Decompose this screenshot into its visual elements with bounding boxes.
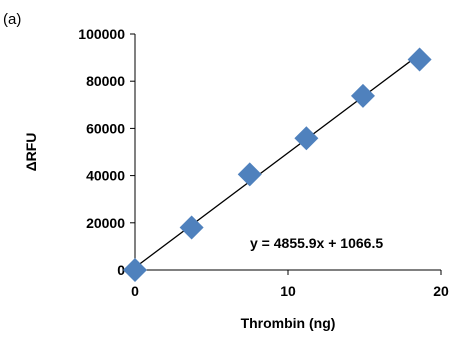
data-point [237, 162, 262, 187]
panel-label: (a) [3, 11, 21, 28]
trendline [134, 53, 420, 269]
data-point [350, 83, 375, 108]
trendline-group [134, 53, 420, 269]
y-axis-label: ΔRFU [23, 133, 39, 172]
data-points [123, 47, 432, 282]
data-point [179, 215, 204, 240]
y-tick-label: 60000 [86, 120, 125, 136]
data-point [407, 47, 432, 72]
y-tick-label: 0 [117, 262, 125, 278]
y-tick-label: 40000 [86, 168, 125, 184]
x-ticks: 0 10 20 [131, 270, 449, 299]
data-point [294, 126, 319, 151]
y-tick-label: 100000 [78, 26, 125, 42]
data-point [123, 258, 147, 282]
y-tick-label: 80000 [86, 73, 125, 89]
x-tick-label: 10 [280, 283, 296, 299]
y-tick-label: 20000 [86, 215, 125, 231]
x-tick-label: 0 [131, 283, 139, 299]
trendline-equation: y = 4855.9x + 1066.5 [250, 235, 383, 251]
y-ticks: 0 20000 40000 60000 80000 100000 [78, 26, 135, 278]
x-axis-label: Thrombin (ng) [241, 315, 336, 331]
x-tick-label: 20 [433, 283, 449, 299]
